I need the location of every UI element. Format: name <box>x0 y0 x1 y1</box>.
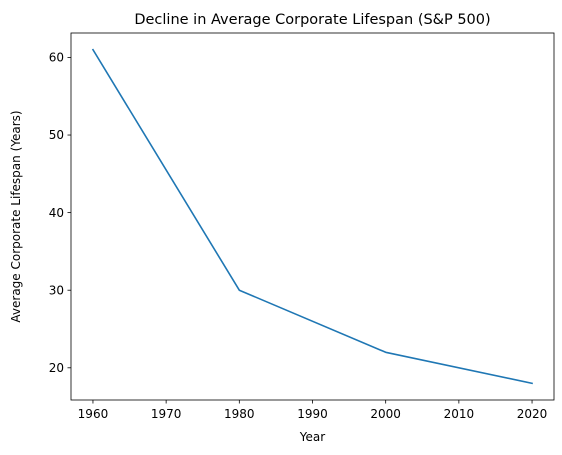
x-tick-label: 1990 <box>297 407 328 421</box>
y-axis-label: Average Corporate Lifespan (Years) <box>9 110 23 322</box>
x-axis-label: Year <box>299 430 325 444</box>
x-tick-label: 2010 <box>444 407 475 421</box>
y-tick-label: 40 <box>49 206 64 220</box>
x-axis-ticks: 1960 1970 1980 1990 2000 2010 2020 <box>78 400 548 421</box>
y-tick-label: 50 <box>49 128 64 142</box>
plot-frame <box>70 32 555 401</box>
x-tick-label: 2000 <box>370 407 401 421</box>
series-line <box>91 48 533 385</box>
x-tick-label: 1970 <box>151 407 182 421</box>
series-layer <box>91 48 533 385</box>
y-tick-label: 60 <box>49 51 64 65</box>
x-tick-label: 1980 <box>224 407 255 421</box>
x-tick-label: 2020 <box>517 407 548 421</box>
y-tick-label: 20 <box>49 361 64 375</box>
plot-area <box>71 33 554 400</box>
chart-title: Decline in Average Corporate Lifespan (S… <box>134 12 490 28</box>
y-axis-ticks: 20 30 40 50 60 <box>49 51 71 375</box>
y-tick-label: 30 <box>49 283 64 297</box>
x-tick-label: 1960 <box>78 407 109 421</box>
